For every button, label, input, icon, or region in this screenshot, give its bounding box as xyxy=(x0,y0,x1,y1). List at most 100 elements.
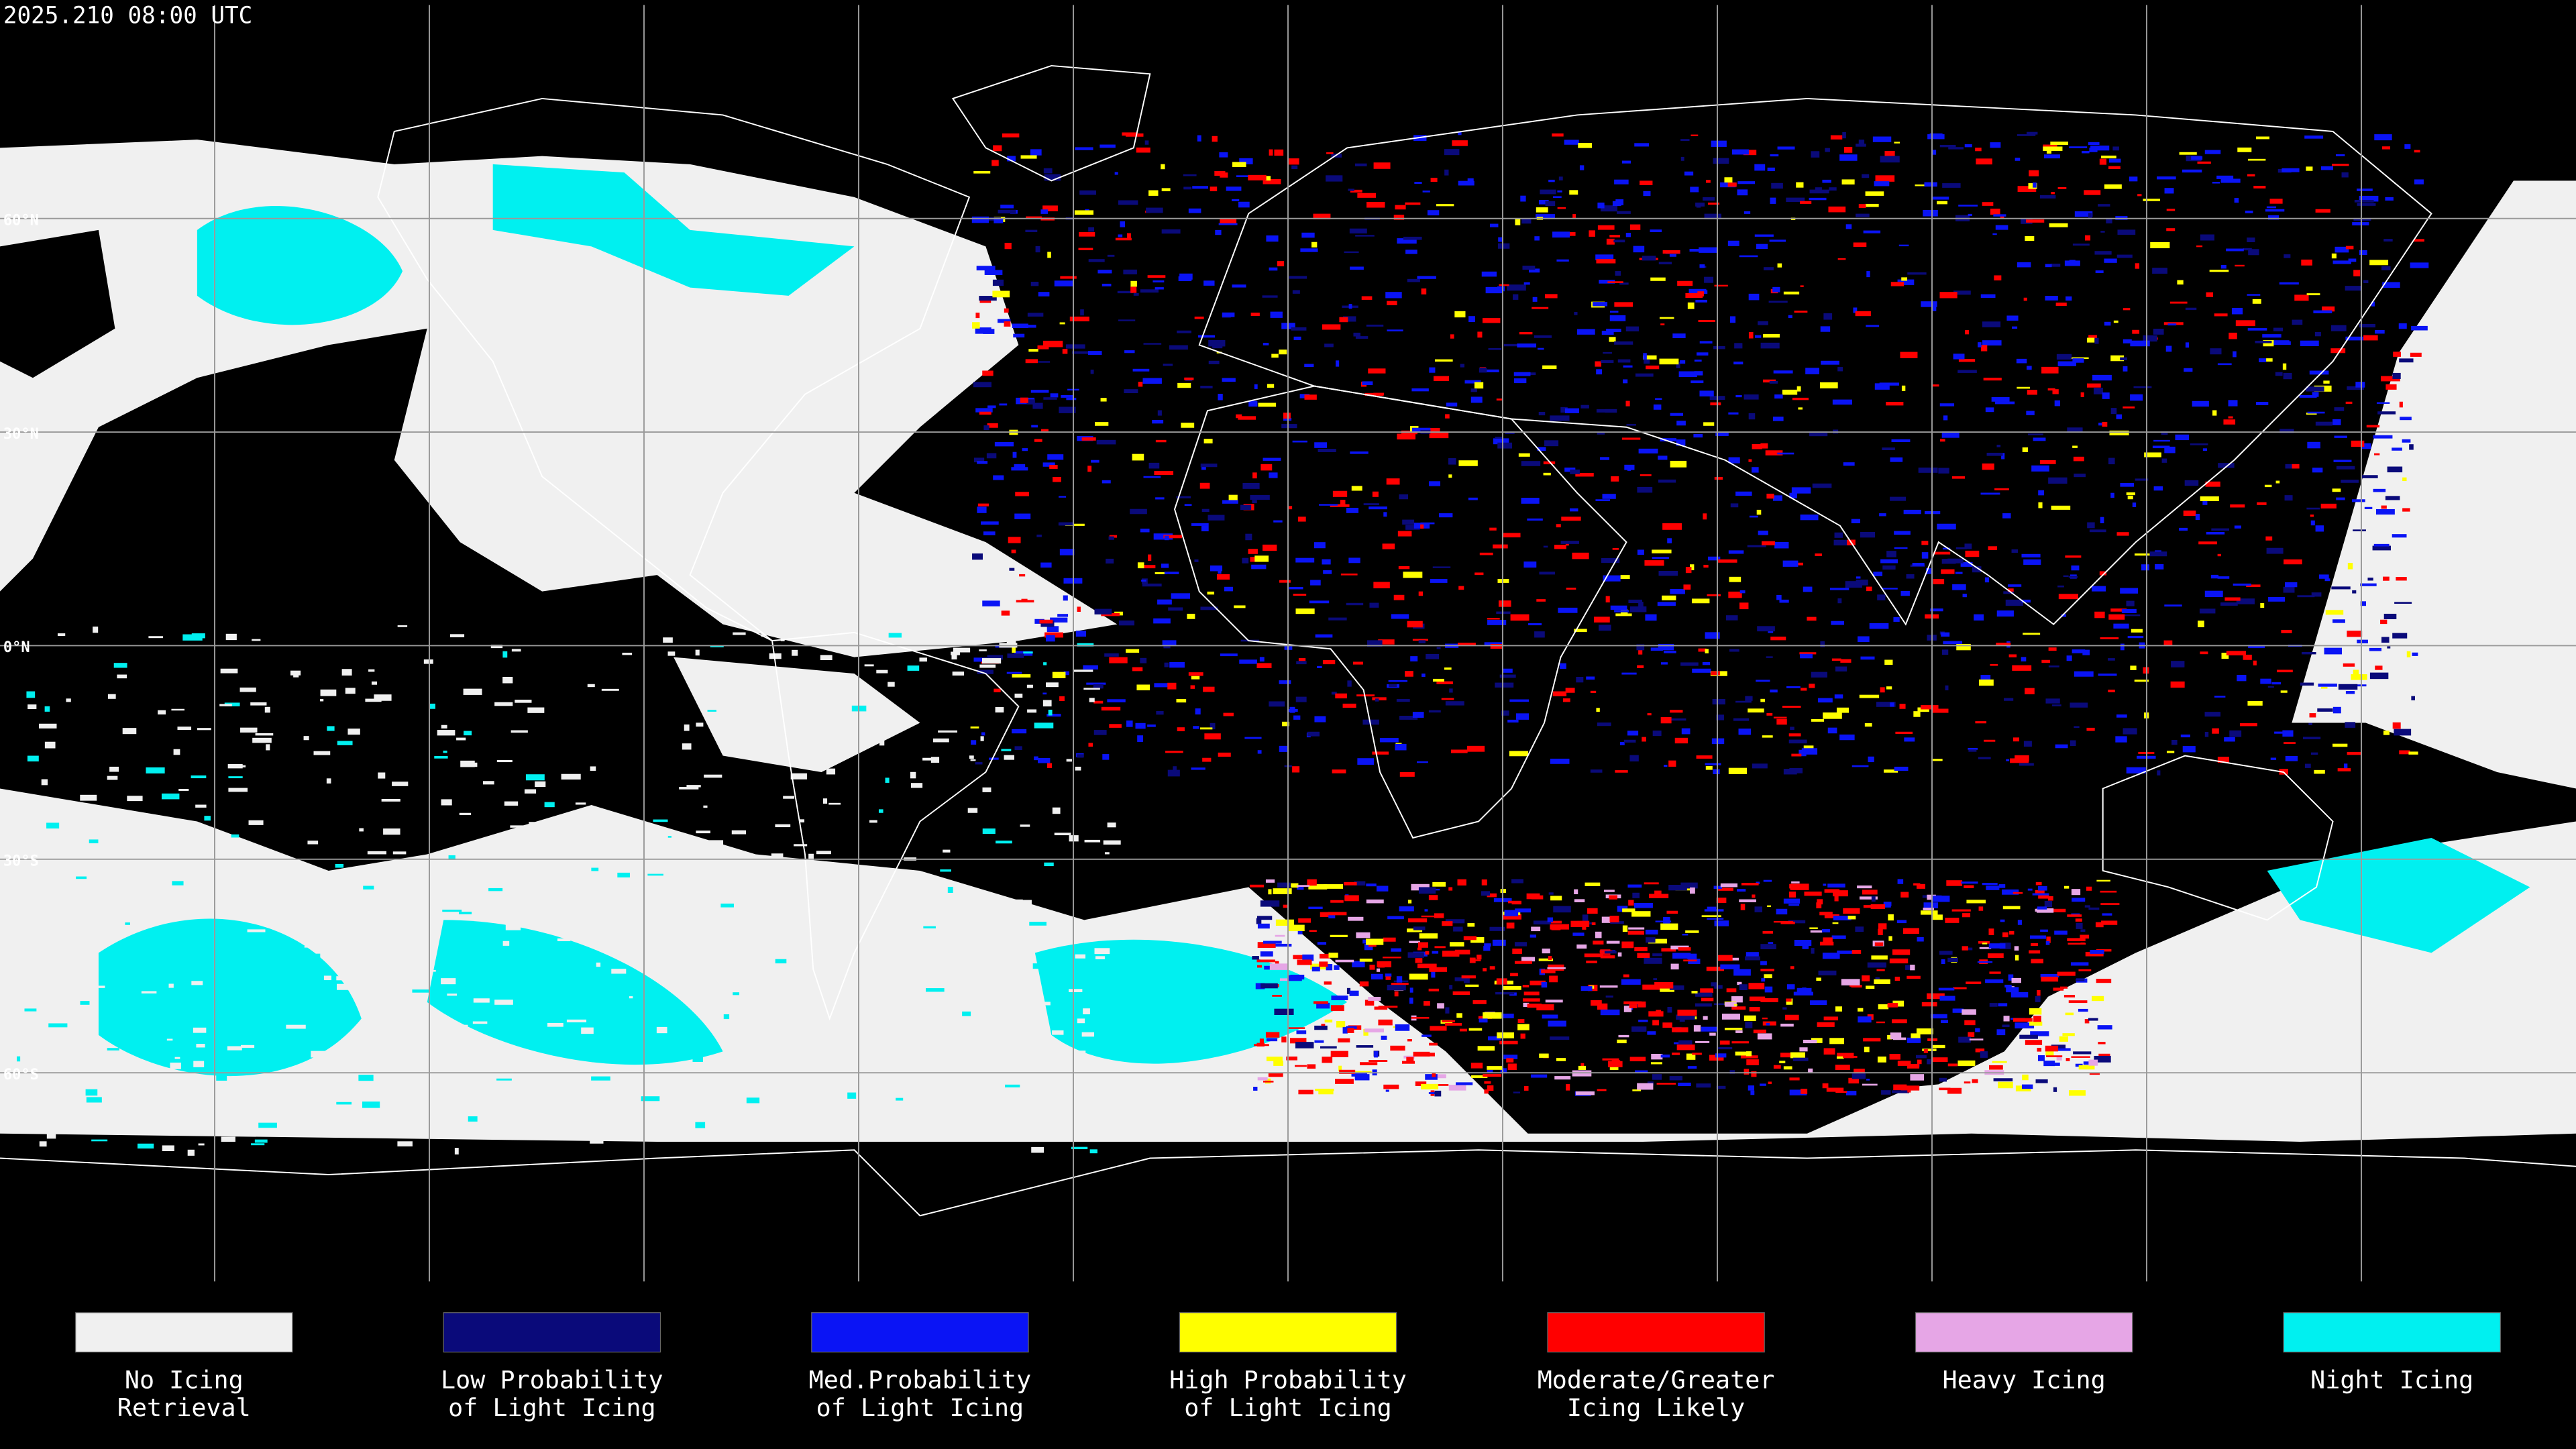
retrieval-speckle xyxy=(1696,1083,1711,1088)
retrieval-speckle xyxy=(2134,553,2151,556)
retrieval-speckle xyxy=(1106,924,1114,929)
retrieval-speckle xyxy=(2011,977,2021,983)
retrieval-speckle xyxy=(746,1097,760,1104)
retrieval-speckle xyxy=(1266,1038,1278,1042)
retrieval-speckle xyxy=(707,710,716,712)
retrieval-speckle xyxy=(1523,1002,1529,1007)
retrieval-speckle xyxy=(1417,942,1428,948)
retrieval-speckle xyxy=(1749,996,1766,1002)
retrieval-speckle xyxy=(1348,916,1364,921)
retrieval-speckle xyxy=(1308,884,1328,890)
retrieval-speckle xyxy=(1148,462,1160,469)
retrieval-speckle xyxy=(1676,421,1686,426)
retrieval-speckle xyxy=(612,1076,631,1079)
retrieval-speckle xyxy=(1542,1014,1558,1019)
retrieval-speckle xyxy=(662,881,669,885)
retrieval-speckle xyxy=(452,986,472,993)
retrieval-speckle xyxy=(2331,586,2351,590)
retrieval-speckle xyxy=(2126,600,2135,606)
retrieval-speckle xyxy=(1372,491,1379,497)
retrieval-speckle xyxy=(1697,352,1709,356)
retrieval-speckle xyxy=(982,658,1002,664)
retrieval-speckle xyxy=(1044,174,1061,181)
retrieval-speckle xyxy=(1866,586,1872,592)
retrieval-speckle xyxy=(738,898,742,904)
retrieval-speckle xyxy=(647,873,663,876)
retrieval-speckle xyxy=(376,1063,388,1069)
retrieval-speckle xyxy=(1137,735,1143,742)
retrieval-speckle xyxy=(2164,446,2176,453)
retrieval-speckle xyxy=(1684,171,1694,176)
retrieval-speckle xyxy=(1937,523,1956,530)
retrieval-speckle xyxy=(2045,941,2050,945)
retrieval-speckle xyxy=(2045,296,2058,301)
retrieval-speckle xyxy=(1295,608,1315,614)
retrieval-speckle xyxy=(2315,421,2332,426)
retrieval-speckle xyxy=(1575,1091,1595,1095)
retrieval-speckle xyxy=(1193,726,1199,729)
retrieval-speckle xyxy=(2035,908,2043,912)
retrieval-speckle xyxy=(1670,710,1683,713)
retrieval-speckle xyxy=(1964,1081,1971,1084)
retrieval-speckle xyxy=(2094,337,2099,344)
retrieval-speckle xyxy=(1640,180,1653,185)
retrieval-speckle xyxy=(1425,1074,1438,1080)
retrieval-speckle xyxy=(2074,671,2094,677)
retrieval-speckle xyxy=(1604,951,1617,954)
retrieval-speckle xyxy=(98,985,105,988)
retrieval-speckle xyxy=(2019,763,2034,766)
retrieval-speckle xyxy=(1428,988,1440,991)
retrieval-speckle xyxy=(1921,541,1929,545)
retrieval-speckle xyxy=(1958,205,1978,207)
retrieval-speckle xyxy=(1364,943,1373,951)
retrieval-speckle xyxy=(2130,394,2143,401)
retrieval-speckle xyxy=(1155,497,1165,500)
retrieval-speckle xyxy=(483,781,494,785)
retrieval-speckle xyxy=(1625,400,1630,407)
retrieval-speckle xyxy=(1779,1061,1786,1063)
retrieval-speckle xyxy=(2243,248,2252,251)
retrieval-speckle xyxy=(2029,950,2041,954)
retrieval-speckle xyxy=(1014,464,1026,470)
retrieval-speckle xyxy=(1050,393,1059,398)
retrieval-speckle xyxy=(2003,1016,2010,1022)
retrieval-speckle xyxy=(421,1098,431,1101)
coastline xyxy=(2102,755,2334,921)
retrieval-speckle xyxy=(1774,394,1783,399)
retrieval-speckle xyxy=(2025,235,2035,241)
retrieval-speckle xyxy=(1102,480,1111,484)
retrieval-speckle xyxy=(1025,229,1038,233)
retrieval-speckle xyxy=(2267,686,2274,688)
retrieval-speckle xyxy=(1377,968,1381,972)
retrieval-speckle xyxy=(1774,541,1789,549)
retrieval-speckle xyxy=(1034,439,1042,442)
retrieval-speckle xyxy=(2374,453,2380,455)
retrieval-speckle xyxy=(2228,400,2238,407)
retrieval-speckle xyxy=(2016,358,2027,364)
retrieval-speckle xyxy=(1874,942,1884,947)
retrieval-speckle xyxy=(2094,1055,2111,1063)
retrieval-speckle xyxy=(2110,408,2117,415)
retrieval-speckle xyxy=(2029,935,2046,939)
retrieval-speckle xyxy=(1191,523,1209,526)
retrieval-speckle xyxy=(1197,135,1201,142)
retrieval-speckle xyxy=(595,865,601,870)
retrieval-speckle xyxy=(1917,936,1924,942)
retrieval-speckle xyxy=(1191,767,1205,770)
retrieval-speckle xyxy=(1635,373,1654,377)
retrieval-speckle xyxy=(1998,1003,2008,1007)
retrieval-speckle xyxy=(1860,896,1878,900)
retrieval-speckle xyxy=(1788,733,1801,737)
retrieval-speckle xyxy=(1576,944,1587,949)
retrieval-speckle xyxy=(1561,517,1581,521)
retrieval-speckle xyxy=(2023,559,2041,565)
retrieval-speckle xyxy=(2394,602,2412,604)
retrieval-speckle xyxy=(107,694,116,699)
retrieval-speckle xyxy=(2007,588,2014,592)
retrieval-speckle xyxy=(1014,693,1023,698)
retrieval-speckle xyxy=(1979,947,1992,949)
retrieval-speckle xyxy=(1477,955,1482,960)
retrieval-speckle xyxy=(1118,234,1123,237)
retrieval-speckle xyxy=(1669,1076,1682,1081)
retrieval-speckle xyxy=(2195,514,2200,521)
